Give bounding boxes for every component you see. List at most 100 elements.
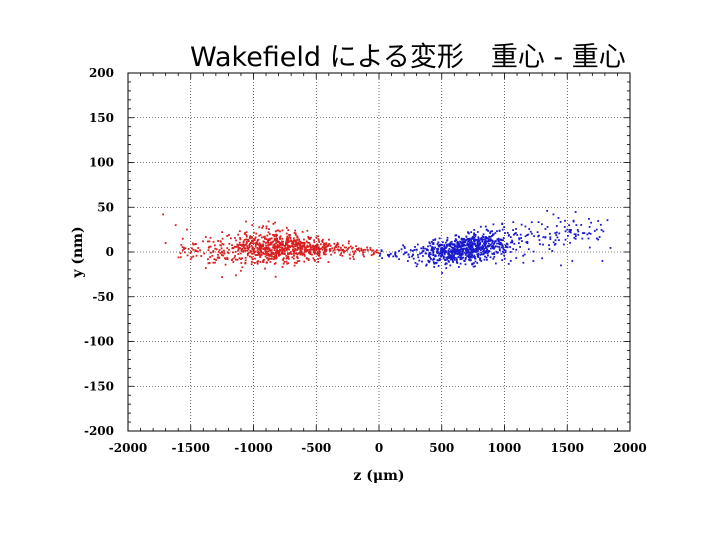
data-point [264, 267, 266, 270]
data-point [278, 252, 281, 254]
data-point [437, 251, 440, 254]
outlier-point [353, 258, 355, 261]
data-point [241, 244, 243, 246]
data-point [296, 243, 299, 246]
data-point [420, 252, 423, 254]
data-point [509, 246, 512, 248]
data-point [310, 236, 312, 239]
data-point [189, 252, 192, 254]
data-point [502, 239, 505, 242]
outlier-point [566, 228, 569, 231]
data-point [551, 250, 554, 252]
data-point [588, 225, 591, 228]
data-point [232, 261, 235, 263]
data-point [239, 237, 241, 239]
data-point [233, 245, 236, 248]
data-point [274, 239, 277, 242]
data-point [484, 255, 486, 258]
data-point [476, 248, 479, 251]
data-point [272, 233, 274, 236]
data-point [522, 254, 525, 257]
data-point [257, 238, 260, 241]
data-point [527, 233, 530, 236]
data-point [325, 242, 327, 245]
data-point [209, 256, 212, 258]
data-point [442, 257, 445, 260]
data-point [526, 241, 529, 243]
data-point [489, 256, 492, 259]
outlier-point [186, 228, 188, 231]
data-point [498, 241, 501, 244]
data-point [244, 256, 247, 259]
data-point [434, 262, 437, 264]
data-point [484, 239, 487, 241]
data-point [308, 252, 311, 255]
data-point [314, 246, 317, 249]
data-point [448, 260, 450, 263]
data-point [307, 235, 310, 238]
data-point [530, 232, 533, 235]
data-point [333, 248, 336, 251]
data-point [436, 251, 439, 253]
data-point [254, 257, 256, 260]
data-point [258, 253, 261, 256]
data-point [464, 244, 467, 247]
data-point [245, 242, 248, 245]
data-point [447, 249, 450, 252]
data-point [327, 244, 330, 247]
data-point [290, 242, 293, 245]
data-point [449, 264, 452, 267]
data-points [162, 209, 612, 278]
data-point [413, 249, 416, 251]
data-point [253, 252, 255, 255]
data-point [274, 254, 277, 257]
data-point [426, 249, 428, 252]
data-point [471, 242, 474, 245]
data-point [267, 254, 270, 257]
data-point [303, 253, 306, 256]
data-point [443, 249, 445, 251]
data-point [248, 244, 251, 247]
data-point [244, 243, 247, 246]
data-point [259, 234, 262, 236]
data-point [479, 238, 482, 240]
data-point [207, 262, 210, 265]
data-point [285, 241, 287, 244]
data-point [469, 248, 472, 251]
data-point [570, 229, 572, 231]
data-point [493, 242, 495, 245]
data-point [253, 239, 256, 242]
data-point [362, 253, 365, 256]
data-point [262, 247, 265, 250]
y-tick-label: 50 [97, 200, 114, 214]
data-point [273, 256, 276, 259]
data-point [496, 230, 498, 233]
outlier-point [189, 258, 192, 261]
data-point [265, 238, 268, 241]
data-point [574, 211, 577, 213]
data-point [242, 246, 245, 249]
data-point [524, 225, 527, 228]
data-point [319, 243, 322, 246]
data-point [301, 245, 304, 248]
data-point [337, 243, 339, 246]
data-point [462, 241, 465, 244]
data-point [493, 241, 496, 244]
data-point [295, 242, 298, 245]
data-point [214, 247, 217, 250]
x-tick-label: 0 [375, 441, 383, 455]
data-point [250, 250, 253, 253]
data-point [487, 239, 490, 242]
data-point [464, 240, 467, 242]
data-point [487, 254, 489, 257]
data-point [253, 262, 256, 264]
data-point [238, 230, 241, 233]
data-point [292, 257, 295, 260]
data-point [483, 242, 485, 245]
data-point [388, 253, 391, 256]
data-point [473, 240, 476, 243]
data-point [462, 249, 465, 252]
data-point [294, 229, 297, 232]
data-point [457, 242, 460, 244]
data-point [254, 250, 257, 253]
